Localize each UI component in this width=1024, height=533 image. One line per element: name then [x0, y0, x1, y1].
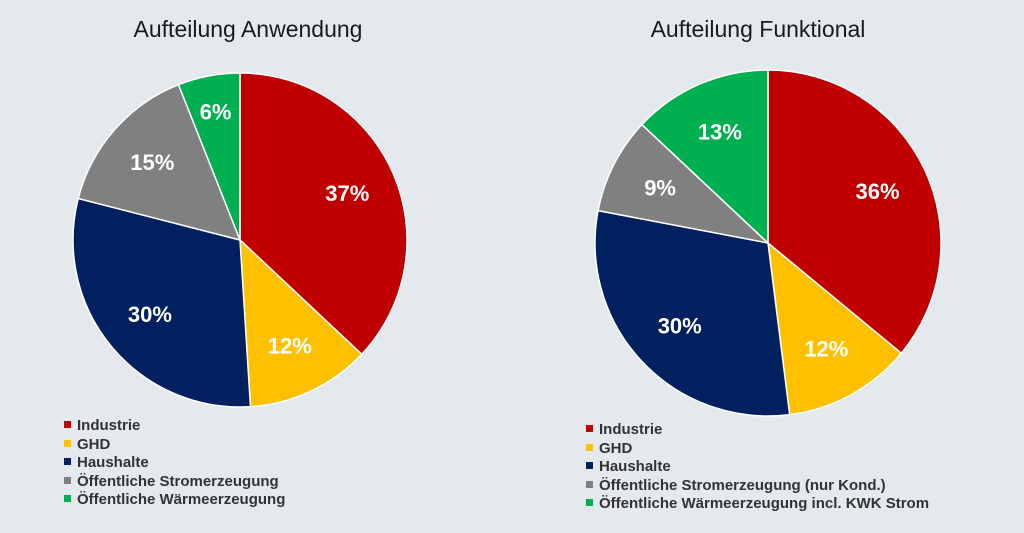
legend-label: Öffentliche Wärmeerzeugung — [77, 491, 286, 508]
data-label-waermeerzeugung: 13% — [698, 119, 742, 144]
legend-swatch — [64, 495, 71, 502]
legend-item-ghd: GHD — [64, 436, 285, 455]
data-label-ghd: 12% — [804, 337, 848, 362]
pie-slice-industrie — [767, 69, 942, 355]
pie-plot: 37% 12% 30% 15% 6% — [72, 72, 408, 408]
legend-label: Industrie — [77, 417, 141, 434]
legend-swatch — [586, 425, 593, 432]
chart-title: Aufteilung Anwendung — [133, 16, 363, 42]
data-label-haushalte: 30% — [128, 302, 172, 327]
pie-slice-haushalte — [72, 197, 252, 408]
data-label-stromerzeugung: 15% — [130, 150, 174, 175]
legend-item-waermeerzeugung: Öffentliche Wärmeerzeugung incl. KWK Str… — [586, 495, 929, 514]
data-label-ghd: 12% — [268, 333, 312, 358]
legend-label: Öffentliche Wärmeerzeugung incl. KWK Str… — [599, 495, 930, 512]
legend-item-industrie: Industrie — [586, 421, 929, 440]
data-label-stromerzeugung: 9% — [644, 176, 676, 201]
pie-slice-haushalte — [594, 209, 791, 417]
legend-label: Haushalte — [77, 454, 149, 471]
pie-slice-waermeerzeugung — [640, 69, 769, 245]
legend-label: GHD — [599, 439, 633, 457]
legend-swatch — [64, 458, 71, 465]
legend-label: Öffentliche Stromerzeugung (nur Kond.) — [599, 476, 886, 494]
pie-slice-industrie — [239, 72, 408, 356]
pie-plot: 36% 12% 30% 9% 13% — [594, 69, 942, 417]
data-label-waermeerzeugung: 6% — [200, 100, 232, 125]
data-label-industrie: 36% — [856, 179, 900, 204]
legend-swatch — [586, 462, 593, 469]
data-label-industrie: 37% — [325, 181, 369, 206]
legend-item-haushalte: Haushalte — [64, 454, 285, 473]
chart-title: Aufteilung Funktional — [650, 16, 866, 42]
data-label-haushalte: 30% — [658, 313, 702, 338]
legend-swatch — [64, 421, 71, 428]
pie-slice-ghd — [767, 241, 903, 416]
legend-swatch — [586, 499, 593, 506]
chart-legend: Industrie GHD Haushalte Öffentliche Stromer… — [64, 417, 285, 510]
legend-label: Öffentliche Stromerzeugung — [77, 472, 279, 490]
pie-chart-anwendung: Aufteilung Anwendung 37% 12% 30% 15% 6% Indu… — [64, 16, 408, 510]
legend-swatch — [586, 480, 593, 488]
legend-item-stromerzeugung: Öffentliche Stromerzeugung (nur Kond.) — [586, 477, 929, 496]
pie-slice-stromerzeugung — [597, 123, 771, 245]
legend-item-waermeerzeugung: Öffentliche Wärmeerzeugung — [64, 491, 285, 510]
legend-item-ghd: GHD — [586, 440, 929, 459]
legend-label: Haushalte — [599, 458, 671, 475]
legend-swatch — [586, 443, 593, 451]
legend-label: GHD — [77, 435, 111, 453]
legend-swatch — [64, 476, 71, 484]
pie-chart-funktional: Aufteilung Funktional 36% 12% 30% 9% 13% Ind… — [512, 0, 1024, 533]
pie-slice-waermeerzeugung — [177, 72, 241, 241]
chart-legend: Industrie GHD Haushalte Öffentliche Stromer… — [586, 421, 929, 514]
legend-label: Industrie — [599, 421, 663, 438]
legend-item-industrie: Industrie — [64, 417, 285, 436]
legend-item-stromerzeugung: Öffentliche Stromerzeugung — [64, 473, 285, 492]
legend-item-haushalte: Haushalte — [586, 458, 929, 477]
pie-slice-ghd — [239, 238, 363, 408]
legend-swatch — [64, 439, 71, 447]
pie-slice-stromerzeugung — [77, 83, 242, 242]
